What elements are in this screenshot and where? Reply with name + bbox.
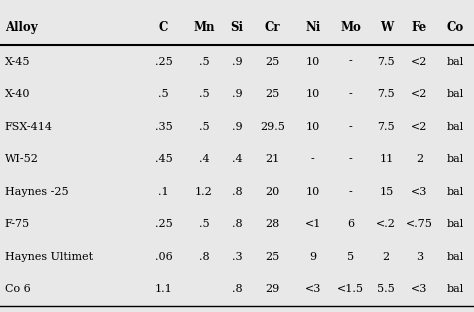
Text: 9: 9 xyxy=(309,252,317,262)
Text: 10: 10 xyxy=(306,89,320,99)
Text: -: - xyxy=(349,89,353,99)
Text: Si: Si xyxy=(230,21,244,34)
Text: .5: .5 xyxy=(199,219,209,229)
Text: 5: 5 xyxy=(347,252,355,262)
Text: F-75: F-75 xyxy=(5,219,30,229)
Text: bal: bal xyxy=(447,252,464,262)
Text: .5: .5 xyxy=(199,56,209,66)
Text: 3: 3 xyxy=(416,252,423,262)
Text: .9: .9 xyxy=(232,122,242,132)
Text: .9: .9 xyxy=(232,56,242,66)
Text: 7.5: 7.5 xyxy=(377,122,395,132)
Text: 6: 6 xyxy=(347,219,355,229)
Text: -: - xyxy=(349,187,353,197)
Text: bal: bal xyxy=(447,154,464,164)
Text: bal: bal xyxy=(447,122,464,132)
Text: 1.2: 1.2 xyxy=(195,187,213,197)
Text: FSX-414: FSX-414 xyxy=(5,122,53,132)
Text: 1.1: 1.1 xyxy=(155,285,173,295)
Text: .5: .5 xyxy=(158,89,169,99)
Text: <2: <2 xyxy=(411,89,428,99)
Text: <3: <3 xyxy=(411,285,428,295)
Text: Alloy: Alloy xyxy=(5,21,37,34)
Text: Haynes -25: Haynes -25 xyxy=(5,187,68,197)
Text: Ni: Ni xyxy=(305,21,320,34)
Text: .8: .8 xyxy=(199,252,209,262)
Text: -: - xyxy=(349,122,353,132)
Text: <2: <2 xyxy=(411,56,428,66)
Text: bal: bal xyxy=(447,187,464,197)
Text: bal: bal xyxy=(447,56,464,66)
Text: <.75: <.75 xyxy=(406,219,433,229)
Text: -: - xyxy=(311,154,315,164)
Text: 11: 11 xyxy=(379,154,393,164)
Text: 7.5: 7.5 xyxy=(377,56,395,66)
Text: <1.5: <1.5 xyxy=(337,285,364,295)
Text: 2: 2 xyxy=(416,154,423,164)
Text: .5: .5 xyxy=(199,122,209,132)
Text: Mo: Mo xyxy=(340,21,361,34)
Text: 10: 10 xyxy=(306,56,320,66)
Text: .45: .45 xyxy=(155,154,173,164)
Text: <.2: <.2 xyxy=(376,219,396,229)
Text: bal: bal xyxy=(447,285,464,295)
Text: <1: <1 xyxy=(305,219,321,229)
Text: Haynes Ultimet: Haynes Ultimet xyxy=(5,252,93,262)
Text: W: W xyxy=(380,21,393,34)
Text: 25: 25 xyxy=(265,252,280,262)
Text: <3: <3 xyxy=(411,187,428,197)
Text: 2: 2 xyxy=(383,252,390,262)
Text: 15: 15 xyxy=(379,187,393,197)
Text: .06: .06 xyxy=(155,252,173,262)
Text: 10: 10 xyxy=(306,122,320,132)
Text: 5.5: 5.5 xyxy=(377,285,395,295)
Text: .8: .8 xyxy=(232,219,242,229)
Text: 7.5: 7.5 xyxy=(377,89,395,99)
Text: .25: .25 xyxy=(155,219,173,229)
Text: -: - xyxy=(349,154,353,164)
Text: .25: .25 xyxy=(155,56,173,66)
Text: bal: bal xyxy=(447,89,464,99)
Text: X-45: X-45 xyxy=(5,56,30,66)
Text: 10: 10 xyxy=(306,187,320,197)
Text: Co 6: Co 6 xyxy=(5,285,30,295)
Text: 25: 25 xyxy=(265,56,280,66)
Text: Fe: Fe xyxy=(412,21,427,34)
Text: 21: 21 xyxy=(265,154,280,164)
Text: C: C xyxy=(159,21,168,34)
Text: 28: 28 xyxy=(265,219,280,229)
Text: .4: .4 xyxy=(199,154,209,164)
Text: 25: 25 xyxy=(265,89,280,99)
Text: Co: Co xyxy=(447,21,464,34)
Text: .8: .8 xyxy=(232,187,242,197)
Text: X-40: X-40 xyxy=(5,89,30,99)
Text: WI-52: WI-52 xyxy=(5,154,38,164)
Text: Cr: Cr xyxy=(265,21,280,34)
Text: .9: .9 xyxy=(232,89,242,99)
Text: 29: 29 xyxy=(265,285,280,295)
Text: .1: .1 xyxy=(158,187,169,197)
Text: .35: .35 xyxy=(155,122,173,132)
Text: <2: <2 xyxy=(411,122,428,132)
Text: bal: bal xyxy=(447,219,464,229)
Text: Mn: Mn xyxy=(193,21,215,34)
Text: .5: .5 xyxy=(199,89,209,99)
Text: .8: .8 xyxy=(232,285,242,295)
Text: 20: 20 xyxy=(265,187,280,197)
Text: .3: .3 xyxy=(232,252,242,262)
Text: -: - xyxy=(349,56,353,66)
Text: <3: <3 xyxy=(305,285,321,295)
Text: 29.5: 29.5 xyxy=(260,122,285,132)
Text: .4: .4 xyxy=(232,154,242,164)
